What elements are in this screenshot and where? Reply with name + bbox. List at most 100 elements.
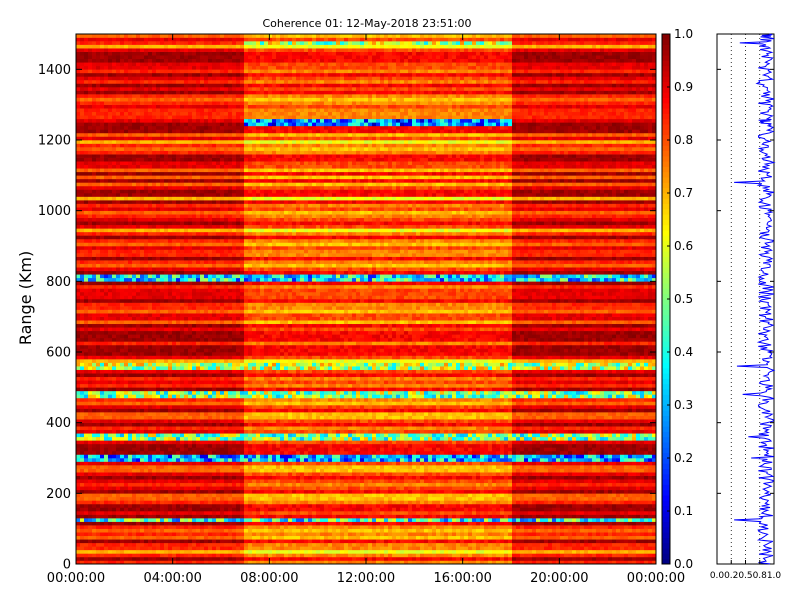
heatmap-cell [76, 147, 81, 151]
heatmap-cell [140, 203, 145, 208]
heatmap-cell [204, 44, 209, 49]
heatmap-cell [136, 256, 141, 261]
heatmap-cell [192, 489, 197, 494]
heatmap-cell [124, 115, 129, 120]
heatmap-cell [140, 90, 145, 95]
heatmap-cell [156, 157, 161, 162]
heatmap-cell [136, 436, 141, 441]
heatmap-cell [132, 327, 137, 332]
heatmap-cell [104, 486, 109, 491]
heatmap-cell [188, 337, 193, 342]
heatmap-cell [160, 207, 165, 211]
heatmap-cell [180, 87, 185, 91]
heatmap-cell [204, 493, 209, 498]
heatmap-cell [132, 334, 137, 339]
heatmap-cell [132, 267, 137, 272]
heatmap-cell [200, 253, 205, 257]
heatmap-cell [128, 496, 133, 501]
heatmap-cell [164, 486, 169, 491]
heatmap-cell [196, 140, 201, 144]
heatmap-cell [188, 65, 193, 70]
heatmap-cell [76, 41, 81, 45]
heatmap-cell [188, 327, 193, 332]
heatmap-cell [156, 263, 161, 268]
heatmap-cell [96, 263, 101, 268]
heatmap-cell [84, 405, 89, 409]
heatmap-cell [152, 443, 157, 448]
heatmap-cell [92, 479, 97, 484]
heatmap-cell [156, 221, 161, 226]
heatmap-cell [96, 168, 101, 173]
heatmap-cell [200, 366, 205, 370]
heatmap-cell [176, 518, 181, 522]
heatmap-cell [176, 376, 181, 381]
heatmap-cell [144, 486, 149, 491]
heatmap-cell [76, 104, 81, 109]
heatmap-cell [160, 76, 165, 81]
heatmap-cell [176, 125, 181, 130]
heatmap-cell [164, 500, 169, 505]
heatmap-cell [168, 341, 173, 346]
heatmap-cell [176, 412, 181, 416]
heatmap-cell [172, 422, 177, 427]
heatmap-cell [132, 214, 137, 219]
heatmap-cell [84, 419, 89, 423]
heatmap-cell [184, 185, 189, 190]
heatmap-cell [188, 140, 193, 144]
heatmap-cell [132, 143, 137, 148]
heatmap-cell [164, 150, 169, 155]
heatmap-cell [148, 429, 153, 434]
heatmap-cell [96, 560, 101, 565]
heatmap-cell [128, 348, 133, 353]
heatmap-cell [92, 210, 97, 215]
heatmap-cell [200, 48, 205, 52]
heatmap-cell [168, 299, 173, 303]
heatmap-cell [172, 228, 177, 233]
heatmap-cell [124, 496, 129, 501]
heatmap-cell [188, 217, 193, 222]
heatmap-cell [128, 104, 133, 109]
heatmap-cell [188, 196, 193, 201]
heatmap-cell [84, 34, 89, 38]
heatmap-cell [148, 302, 153, 307]
heatmap-cell [196, 472, 201, 476]
heatmap-cell [188, 553, 193, 558]
heatmap-cell [164, 419, 169, 423]
heatmap-cell [196, 55, 201, 60]
heatmap-cell [128, 115, 133, 120]
heatmap-cell [180, 65, 185, 70]
heatmap-cell [112, 207, 117, 211]
heatmap-cell [96, 83, 101, 88]
heatmap-cell [148, 525, 153, 529]
heatmap-cell [112, 299, 117, 303]
heatmap-cell [92, 115, 97, 120]
heatmap-cell [84, 193, 89, 197]
heatmap-cell [120, 87, 125, 91]
heatmap-cell [140, 465, 145, 469]
heatmap-cell [188, 122, 193, 127]
heatmap-cell [184, 493, 189, 498]
heatmap-cell [104, 55, 109, 60]
heatmap-cell [152, 373, 157, 378]
heatmap-cell [100, 200, 105, 204]
heatmap-cell [76, 207, 81, 211]
heatmap-cell [196, 101, 201, 105]
heatmap-cell [88, 143, 93, 148]
heatmap-cell [200, 362, 205, 367]
heatmap-cell [88, 274, 93, 279]
heatmap-cell [176, 447, 181, 452]
heatmap-cell [140, 260, 145, 264]
heatmap-cell [160, 256, 165, 261]
heatmap-cell [180, 429, 185, 434]
heatmap-cell [176, 482, 181, 487]
heatmap-cell [104, 221, 109, 226]
heatmap-cell [96, 267, 101, 272]
heatmap-cell [204, 277, 209, 282]
heatmap-cell [100, 164, 105, 169]
heatmap-cell [148, 514, 153, 519]
heatmap-cell [144, 101, 149, 105]
heatmap-cell [192, 72, 197, 77]
heatmap-cell [80, 55, 85, 60]
heatmap-cell [100, 426, 105, 431]
heatmap-cell [120, 299, 125, 303]
